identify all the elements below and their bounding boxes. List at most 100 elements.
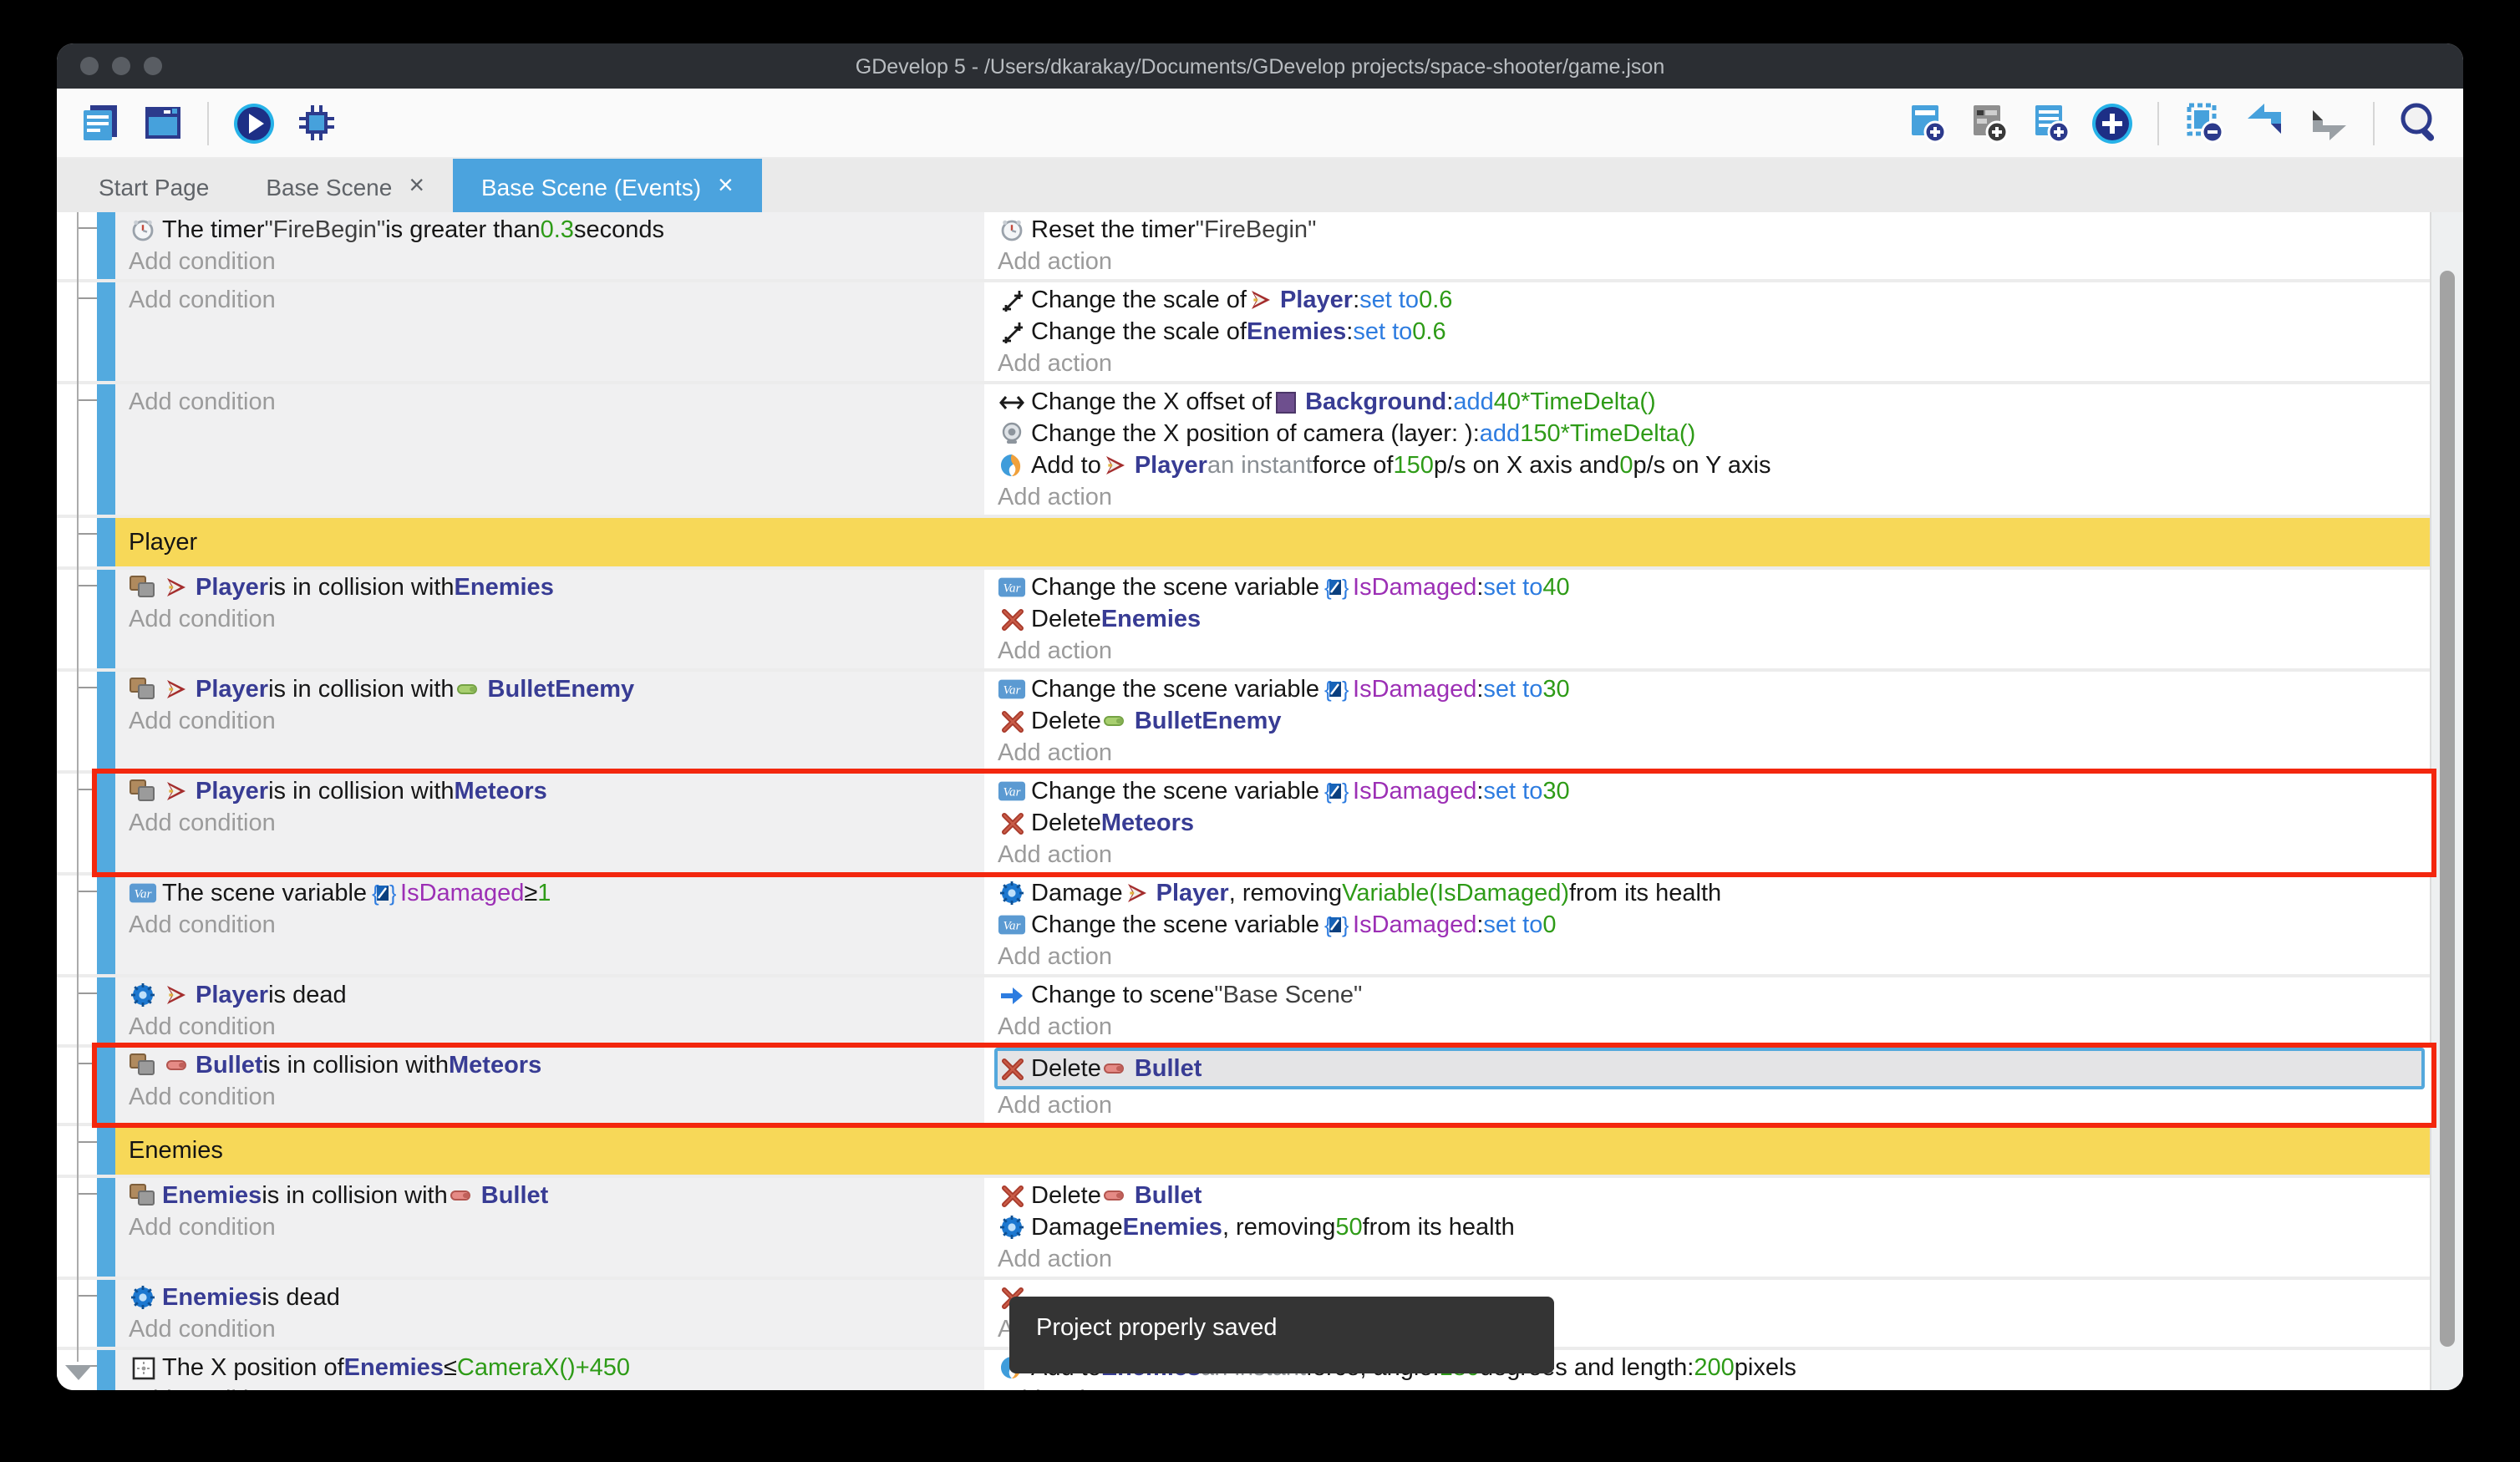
action-line[interactable]: Change the scale of Enemies: set to 0.6 <box>998 316 2431 348</box>
action-line[interactable]: Var Change the scene variable {} IsDamaged… <box>998 909 2431 941</box>
add-condition-link[interactable]: Add condition <box>129 708 276 734</box>
add-condition-link[interactable]: Add condition <box>129 1013 276 1040</box>
add-condition-link[interactable]: Add condition <box>129 606 276 632</box>
action-line[interactable]: Var Change the scene variable {} IsDamaged… <box>998 673 2431 705</box>
add-condition-link[interactable]: Add condition <box>129 1383 984 1390</box>
condition-line[interactable]: Var The scene variable {} IsDamaged ≥ 1 <box>129 877 984 909</box>
group-header[interactable]: Player <box>115 518 2431 566</box>
action-line[interactable]: Delete Enemies <box>998 603 2431 635</box>
action-line[interactable]: Change the scale of Player: set to 0.6 <box>998 284 2431 316</box>
text-segment: Enemies <box>1246 318 1347 345</box>
condition-line[interactable]: The timer "FireBegin" is greater than 0.… <box>129 214 984 246</box>
preview-window-icon[interactable] <box>139 99 185 146</box>
add-action-link[interactable]: Add action <box>998 1383 2431 1390</box>
event-drag-bar[interactable] <box>97 212 115 279</box>
event-drag-bar[interactable] <box>97 518 115 566</box>
scroll-down-indicator[interactable] <box>65 1365 92 1380</box>
condition-line[interactable]: Player is dead <box>129 979 984 1011</box>
tab-base-scene[interactable]: Base Scene × <box>237 159 453 214</box>
action-line[interactable]: Var Change the scene variable {} IsDamaged… <box>998 571 2431 603</box>
add-subevent-icon[interactable] <box>2027 99 2074 146</box>
add-condition-link[interactable]: Add condition <box>129 911 276 938</box>
event-drag-bar[interactable] <box>97 1280 115 1347</box>
svg-text:}: } <box>1341 575 1348 600</box>
add-action-link[interactable]: Add action <box>998 1246 1113 1272</box>
action-line[interactable]: Damage Enemies, removing 50 from its hea… <box>998 1211 2431 1243</box>
action-line[interactable]: Reset the timer "FireBegin" <box>998 214 2431 246</box>
condition-line[interactable]: Player is in collision with Enemies <box>129 571 984 603</box>
event-drag-bar[interactable] <box>97 1178 115 1277</box>
scrollbar-thumb[interactable] <box>2440 271 2455 1347</box>
play-icon[interactable] <box>231 99 277 146</box>
event-drag-bar[interactable] <box>97 672 115 770</box>
zoom-window-button[interactable] <box>144 57 162 75</box>
event-drag-bar[interactable] <box>97 1048 115 1123</box>
add-action-link[interactable]: Add action <box>998 484 1113 510</box>
tab-label: Base Scene <box>266 173 393 200</box>
group-header[interactable]: Enemies <box>115 1126 2431 1175</box>
event-body: Player is in collision with BulletEnemy A… <box>97 672 2431 770</box>
add-condition-link[interactable]: Add condition <box>129 1214 276 1241</box>
condition-line[interactable]: Player is in collision with BulletEnemy <box>129 673 984 705</box>
undo-icon[interactable] <box>2243 99 2289 146</box>
add-action-link[interactable]: Add action <box>998 1013 1113 1040</box>
add-action-link[interactable]: Add action <box>998 841 1113 868</box>
add-action-link[interactable]: Add action <box>998 739 1113 766</box>
condition-line[interactable]: Bullet is in collision with Meteors <box>129 1049 984 1081</box>
condition-line[interactable]: The X position of Enemies ≤ CameraX()+45… <box>129 1352 984 1383</box>
add-condition-link[interactable]: Add condition <box>129 810 276 836</box>
action-line[interactable]: Change the X offset of Background: add 4… <box>998 386 2431 418</box>
action-line[interactable]: Delete Bullet <box>994 1048 2425 1089</box>
action-line[interactable]: Add to Player an instant force of 150 p/… <box>998 449 2431 481</box>
tree-gutter <box>57 672 97 770</box>
event-drag-bar[interactable] <box>97 1350 115 1390</box>
text-segment: IsDamaged <box>1353 676 1477 703</box>
add-action-link[interactable]: Add action <box>998 248 1113 275</box>
text-segment: 200 <box>1694 1354 1735 1381</box>
delete-selection-icon[interactable] <box>2181 99 2228 146</box>
minimize-window-button[interactable] <box>112 57 130 75</box>
redo-icon[interactable] <box>2304 99 2351 146</box>
text-segment: Player <box>196 676 269 703</box>
add-condition-link[interactable]: Add condition <box>129 1316 276 1343</box>
event-drag-bar[interactable] <box>97 977 115 1044</box>
event-drag-bar[interactable] <box>97 570 115 668</box>
project-manager-icon[interactable] <box>77 99 124 146</box>
add-other-icon[interactable] <box>2089 99 2136 146</box>
action-line[interactable]: Delete Meteors <box>998 807 2431 839</box>
add-condition-link[interactable]: Add condition <box>129 1084 276 1110</box>
event-drag-bar[interactable] <box>97 774 115 872</box>
add-condition-link[interactable]: Add condition <box>129 287 276 313</box>
add-action-link[interactable]: Add action <box>998 637 1113 664</box>
add-condition-link[interactable]: Add condition <box>129 248 276 275</box>
condition-line[interactable]: Enemies is dead <box>129 1282 984 1313</box>
search-icon[interactable] <box>2396 99 2443 146</box>
action-cell: Var Change the scene variable {} IsDamaged… <box>988 570 2431 668</box>
action-line[interactable]: Var Change the scene variable {} IsDamaged… <box>998 775 2431 807</box>
add-action-link[interactable]: Add action <box>998 943 1113 970</box>
event-drag-bar[interactable] <box>97 876 115 974</box>
close-tab-icon[interactable]: × <box>409 171 424 200</box>
event-drag-bar[interactable] <box>97 384 115 515</box>
add-event-icon[interactable] <box>1903 99 1950 146</box>
action-line[interactable]: Change to scene "Base Scene" <box>998 979 2431 1011</box>
condition-line[interactable]: Enemies is in collision with Bullet <box>129 1180 984 1211</box>
add-action-link[interactable]: Add action <box>998 350 1113 377</box>
add-comment-icon[interactable] <box>1965 99 2012 146</box>
tab-base-scene-events[interactable]: Base Scene (Events) × <box>453 159 762 214</box>
var-icon: Var <box>998 911 1026 938</box>
add-condition-link[interactable]: Add condition <box>129 388 276 415</box>
event-drag-bar[interactable] <box>97 1126 115 1175</box>
event-drag-bar[interactable] <box>97 282 115 381</box>
action-line[interactable]: Delete Bullet <box>998 1180 2431 1211</box>
condition-line[interactable]: Player is in collision with Meteors <box>129 775 984 807</box>
close-window-button[interactable] <box>80 57 99 75</box>
action-line[interactable]: Damage Player, removing Variable(IsDamag… <box>998 877 2431 909</box>
add-action-link[interactable]: Add action <box>998 1092 1113 1119</box>
scrollbar-track[interactable] <box>2430 212 2463 1390</box>
action-line[interactable]: Change the X position of camera (layer: … <box>998 418 2431 449</box>
action-line[interactable]: Delete BulletEnemy <box>998 705 2431 737</box>
close-tab-icon[interactable]: × <box>718 171 734 200</box>
tab-start-page[interactable]: Start Page <box>70 159 237 214</box>
debug-icon[interactable] <box>292 99 339 146</box>
